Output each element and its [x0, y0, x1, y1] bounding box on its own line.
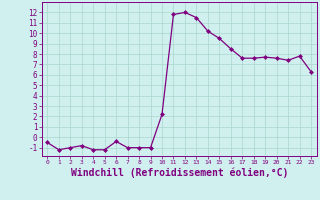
X-axis label: Windchill (Refroidissement éolien,°C): Windchill (Refroidissement éolien,°C) — [70, 168, 288, 178]
